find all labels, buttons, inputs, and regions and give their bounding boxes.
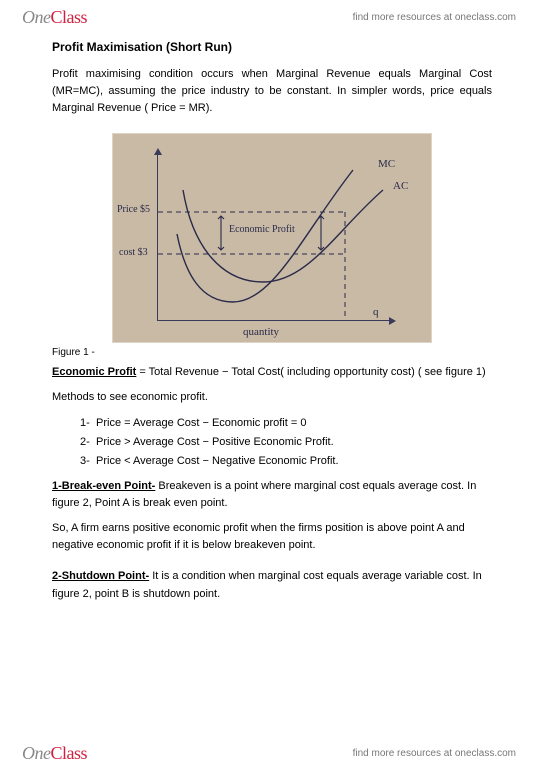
logo-link[interactable]: OneClass (22, 7, 87, 28)
shutdown-label: 2-Shutdown Point- (52, 570, 149, 582)
breakeven-label: 1-Break-even Point- (52, 480, 155, 492)
logo-part1-footer: One (22, 743, 51, 764)
list-item: 2-Price > Average Cost − Positive Econom… (80, 433, 492, 452)
price-label: Price $5 (117, 204, 150, 215)
list-item: 3-Price < Average Cost − Negative Econom… (80, 452, 492, 471)
footer-tagline: find more resources at oneclass.com (353, 748, 516, 759)
methods-heading: Methods to see economic profit. (52, 389, 492, 406)
methods-list: 1-Price = Average Cost − Economic profit… (80, 414, 492, 470)
profit-arrow-right (318, 216, 324, 250)
logo-part2: Class (51, 7, 88, 28)
document-body: Profit Maximisation (Short Run) Profit m… (52, 40, 492, 611)
header: OneClass find more resources at oneclass… (0, 2, 544, 32)
logo-link-footer[interactable]: OneClass (22, 743, 87, 764)
header-tagline: find more resources at oneclass.com (353, 12, 516, 23)
figure-container: MC AC Price $5 cost $3 Economic Profit q… (112, 133, 492, 343)
breakeven-para: 1-Break-even Point- Breakeven is a point… (52, 478, 492, 512)
profit-arrow-left (218, 216, 224, 250)
firm-para: So, A firm earns positive economic profi… (52, 520, 492, 554)
logo-part2-footer: Class (51, 743, 88, 764)
list-item: 1-Price = Average Cost − Economic profit… (80, 414, 492, 433)
page-title: Profit Maximisation (Short Run) (52, 40, 492, 54)
q-tick: q (373, 306, 379, 318)
economic-profit-label: Economic Profit (52, 366, 136, 378)
cost-label: cost $3 (119, 247, 148, 258)
figure-1: MC AC Price $5 cost $3 Economic Profit q… (112, 133, 432, 343)
ac-label: AC (393, 180, 408, 192)
intro-paragraph: Profit maximising condition occurs when … (52, 66, 492, 117)
economic-profit-text: = Total Revenue − Total Cost( including … (136, 366, 485, 378)
figure-caption: Figure 1 - (52, 347, 492, 358)
economic-profit-para: Economic Profit = Total Revenue − Total … (52, 364, 492, 381)
profit-label: Economic Profit (229, 224, 295, 235)
quantity-label: quantity (243, 326, 279, 338)
shutdown-para: 2-Shutdown Point- It is a condition when… (52, 568, 492, 602)
footer: OneClass find more resources at oneclass… (0, 738, 544, 768)
logo-part1: One (22, 7, 51, 28)
mc-label: MC (378, 158, 395, 170)
